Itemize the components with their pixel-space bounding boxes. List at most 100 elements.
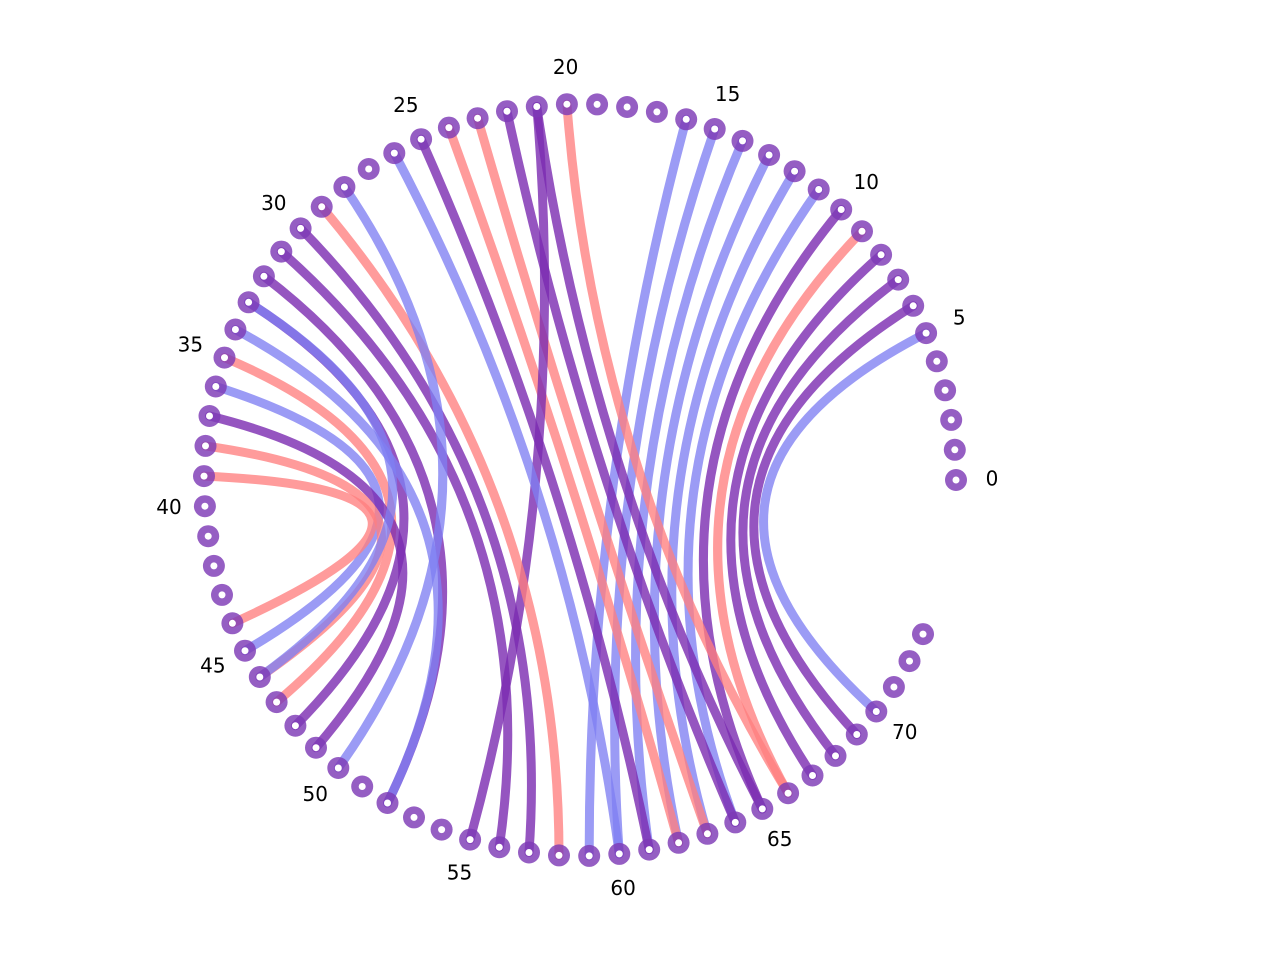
arc-22-64	[502, 106, 740, 827]
arc-21-65	[532, 102, 767, 814]
node-51	[351, 775, 374, 798]
node-56	[488, 836, 511, 859]
node-71	[882, 676, 905, 698]
node-63	[696, 822, 719, 845]
node-label-50: 50	[302, 782, 327, 806]
node-31	[270, 240, 293, 263]
node-50	[327, 757, 350, 779]
node-25	[410, 128, 433, 151]
arc-6-69	[749, 301, 918, 739]
node-62	[667, 831, 690, 854]
node-8	[870, 243, 893, 266]
node-10	[830, 198, 853, 221]
node-4	[925, 350, 948, 373]
arc-13-62	[649, 150, 774, 848]
arc-25-61	[416, 134, 654, 855]
node-59	[578, 844, 601, 867]
node-61	[638, 838, 661, 861]
arc-33-46	[244, 297, 398, 682]
node-48	[284, 714, 307, 737]
node-69	[845, 723, 868, 746]
node-43	[211, 583, 233, 606]
node-52	[376, 792, 399, 814]
node-41	[197, 525, 220, 548]
node-14	[731, 129, 754, 152]
arc-8-67	[726, 250, 886, 780]
node-27	[357, 158, 380, 180]
node-label-65: 65	[767, 827, 792, 851]
node-17	[645, 100, 668, 123]
node-22	[496, 100, 518, 123]
node-ring	[193, 93, 967, 867]
node-67	[801, 764, 824, 787]
node-label-5: 5	[953, 306, 966, 330]
node-label-55: 55	[447, 861, 472, 885]
node-49	[305, 736, 327, 759]
node-45	[234, 639, 256, 662]
node-37	[198, 405, 221, 427]
arc-37-49	[205, 411, 408, 753]
node-15	[703, 118, 726, 140]
arc-5-70	[759, 328, 931, 716]
node-54	[430, 818, 453, 841]
node-label-0: 0	[986, 467, 999, 491]
node-26	[383, 142, 406, 165]
arc-9-66	[713, 226, 867, 798]
node-70	[865, 700, 888, 723]
arc-20-66	[562, 99, 793, 798]
node-11	[807, 178, 830, 201]
node-16	[675, 108, 698, 131]
node-42	[202, 554, 225, 577]
node-68	[824, 744, 847, 767]
arc-10-65	[698, 205, 846, 814]
node-7	[887, 268, 910, 291]
node-12	[783, 160, 806, 183]
node-73	[912, 623, 934, 646]
node-label-25: 25	[393, 93, 418, 117]
arc-29-58	[317, 202, 564, 860]
node-34	[224, 318, 247, 341]
node-28	[333, 176, 356, 198]
node-24	[437, 116, 460, 139]
node-18	[616, 96, 639, 118]
arc-31-56	[276, 247, 513, 852]
node-label-40: 40	[156, 495, 181, 519]
arc-26-60	[389, 148, 624, 859]
node-36	[204, 375, 227, 398]
node-13	[758, 144, 781, 166]
node-labels: 0 5 10 15 20 25 30 35 40 45 50 55 60 65 70	[156, 55, 998, 900]
arc-39-44	[199, 471, 377, 628]
node-38	[194, 434, 217, 457]
node-label-10: 10	[853, 170, 878, 194]
node-47	[265, 691, 288, 714]
node-20	[555, 93, 578, 116]
arc-11-64	[683, 185, 824, 827]
arc-12-63	[667, 166, 800, 839]
node-32	[252, 265, 275, 288]
node-21	[525, 95, 548, 118]
node-2	[940, 408, 963, 431]
node-0	[945, 469, 967, 491]
node-65	[751, 797, 774, 820]
arc-16-59	[584, 114, 691, 861]
node-57	[518, 841, 540, 864]
node-label-45: 45	[200, 654, 225, 678]
node-53	[403, 806, 425, 829]
node-label-35: 35	[178, 332, 203, 356]
node-5	[915, 322, 938, 345]
arc-7-68	[738, 275, 903, 761]
node-3	[934, 379, 957, 402]
arc-23-63	[473, 113, 712, 839]
arc-28-50	[333, 182, 448, 773]
node-35	[213, 346, 236, 369]
node-1	[943, 438, 966, 461]
node-46	[248, 666, 271, 688]
node-30	[289, 217, 312, 240]
node-19	[586, 93, 609, 116]
chord-arcs	[199, 99, 931, 861]
node-39	[193, 465, 215, 488]
node-23	[466, 107, 489, 130]
node-label-15: 15	[715, 82, 740, 106]
arc-30-57	[296, 223, 536, 857]
node-44	[221, 612, 244, 635]
